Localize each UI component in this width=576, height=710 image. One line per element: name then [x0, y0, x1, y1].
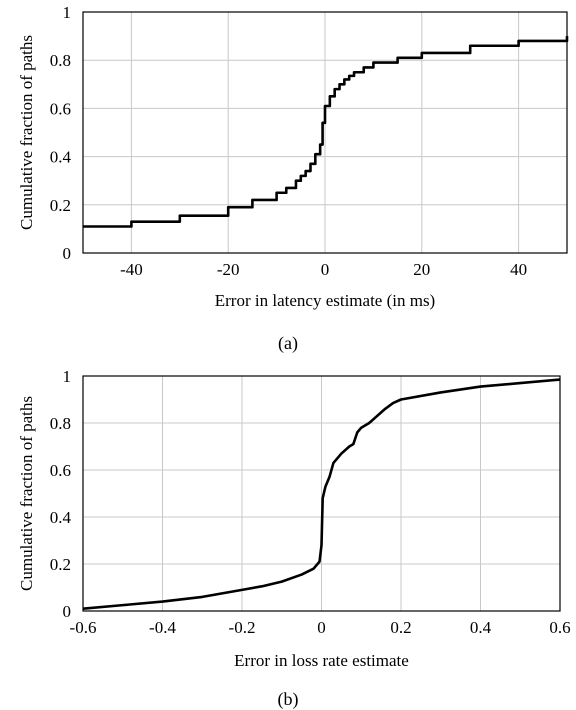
x-tick-label: 0.2	[390, 618, 411, 637]
y-tick-label: 0.8	[50, 51, 71, 70]
x-tick-label: -0.4	[149, 618, 176, 637]
x-tick-label: 40	[510, 260, 527, 279]
x-tick-label: -20	[217, 260, 240, 279]
y-tick-label: 0.8	[50, 414, 71, 433]
x-tick-label: -40	[120, 260, 143, 279]
panel-a-latency-cdf: -40 -20 0 20 40 0 0.2 0.4 0.6 0.8 1 Error in laten…	[17, 3, 569, 354]
x-tick-label: -0.6	[70, 618, 97, 637]
panel-a-plot-frame	[82, 11, 568, 254]
panel-a-grid	[83, 11, 567, 254]
panel-b-caption: (b)	[278, 689, 299, 710]
y-tick-label: 0.6	[50, 461, 71, 480]
y-tick-label: 0.2	[50, 196, 71, 215]
y-tick-label: 1	[63, 367, 72, 386]
x-tick-label: -0.2	[229, 618, 256, 637]
y-tick-label: 0.6	[50, 99, 71, 118]
panel-b-grid	[82, 375, 561, 612]
panel-a-tick-labels: -40 -20 0 20 40 0 0.2 0.4 0.6 0.8 1	[50, 3, 527, 279]
x-tick-label: 20	[413, 260, 430, 279]
y-tick-label: 0	[63, 244, 72, 263]
panel-a-y-axis-label: Cumulative fraction of paths	[17, 35, 36, 230]
x-tick-label: 0	[317, 618, 326, 637]
panel-b-loss-rate-cdf: -0.6 -0.4 -0.2 0 0.2 0.4 0.6 0 0.2 0.4 0.6 0.8 1 Err…	[17, 367, 571, 710]
panel-b-tick-labels: -0.6 -0.4 -0.2 0 0.2 0.4 0.6 0 0.2 0.4 0.6 0.8 1	[50, 367, 571, 637]
x-tick-label: 0	[321, 260, 330, 279]
x-tick-label: 0.4	[470, 618, 492, 637]
panel-a-x-axis-label: Error in latency estimate (in ms)	[215, 291, 435, 310]
y-tick-label: 0.2	[50, 555, 71, 574]
y-tick-label: 0.4	[50, 148, 72, 167]
panel-a-cdf-curve	[83, 36, 569, 228]
y-tick-label: 0.4	[50, 508, 72, 527]
panel-b-cdf-curve	[82, 378, 561, 610]
y-tick-label: 1	[63, 3, 72, 22]
panel-a-caption: (a)	[278, 333, 298, 354]
panel-b-y-axis-label: Cumulative fraction of paths	[17, 396, 36, 591]
panel-b-plot-frame	[82, 375, 561, 612]
y-tick-label: 0	[63, 602, 72, 621]
x-tick-label: 0.6	[549, 618, 570, 637]
panel-b-x-axis-label: Error in loss rate estimate	[234, 651, 409, 670]
